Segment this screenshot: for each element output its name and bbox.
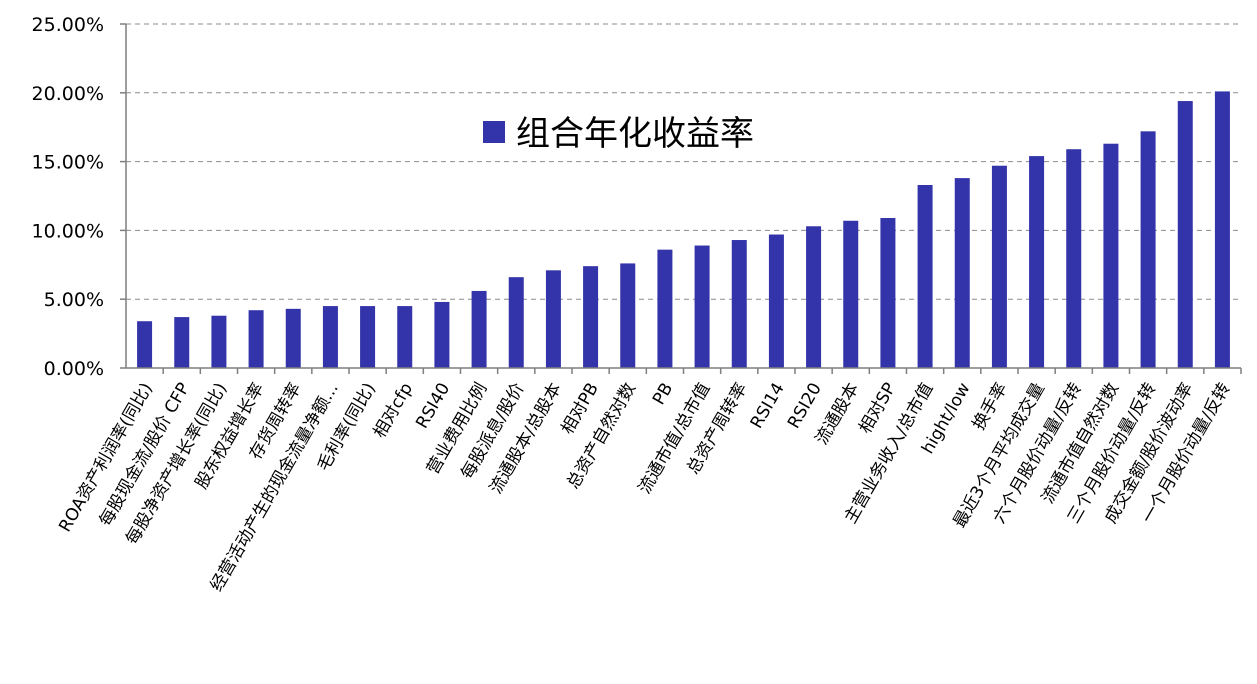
axes [125, 24, 1241, 369]
bar [137, 321, 153, 368]
bars [137, 91, 1242, 374]
y-tick-label: 5.00% [44, 289, 104, 311]
bar [1177, 101, 1193, 368]
bar [731, 240, 747, 368]
bar [285, 308, 301, 368]
bar [471, 290, 487, 368]
bar [880, 218, 896, 368]
bar [545, 270, 561, 368]
bar [768, 234, 784, 368]
bar [174, 317, 190, 368]
legend-swatch [483, 121, 505, 143]
bar [1029, 156, 1045, 368]
bar [917, 184, 933, 368]
gridlines [120, 23, 1241, 369]
bar [508, 277, 524, 368]
bar [806, 226, 822, 368]
bar [1066, 149, 1082, 368]
bar [1103, 143, 1119, 368]
y-tick-label: 20.00% [32, 83, 104, 105]
bar [694, 245, 710, 368]
bar [583, 266, 599, 368]
y-tick-label: 15.00% [32, 152, 104, 174]
bar [657, 249, 673, 368]
bar [1140, 131, 1156, 368]
y-tick-label: 10.00% [32, 220, 104, 242]
legend: 组合年化收益率 [483, 114, 754, 154]
bar [248, 310, 264, 368]
legend-label: 组合年化收益率 [516, 114, 754, 154]
y-tick-label: 0.00% [44, 358, 104, 380]
bar [620, 263, 636, 368]
bar [843, 220, 859, 368]
bar [434, 301, 450, 368]
bar [1214, 91, 1230, 368]
bar [397, 306, 413, 368]
bar [322, 306, 338, 368]
bar [991, 165, 1007, 368]
y-tick-label: 25.00% [32, 14, 104, 36]
y-tick-labels: 0.00% 5.00% 10.00% 15.00% 20.00% 25.00% [32, 14, 104, 380]
bar [954, 178, 970, 368]
x-tick-label: PB [649, 380, 677, 409]
bar [211, 315, 227, 368]
x-tick-labels: ROA资产利润率(同比)每股现金流/股价 CFP每股净资产增长率(同比)股东权益… [55, 379, 1235, 595]
bar [360, 306, 376, 368]
x-tick-label: RSI14 [747, 380, 789, 433]
